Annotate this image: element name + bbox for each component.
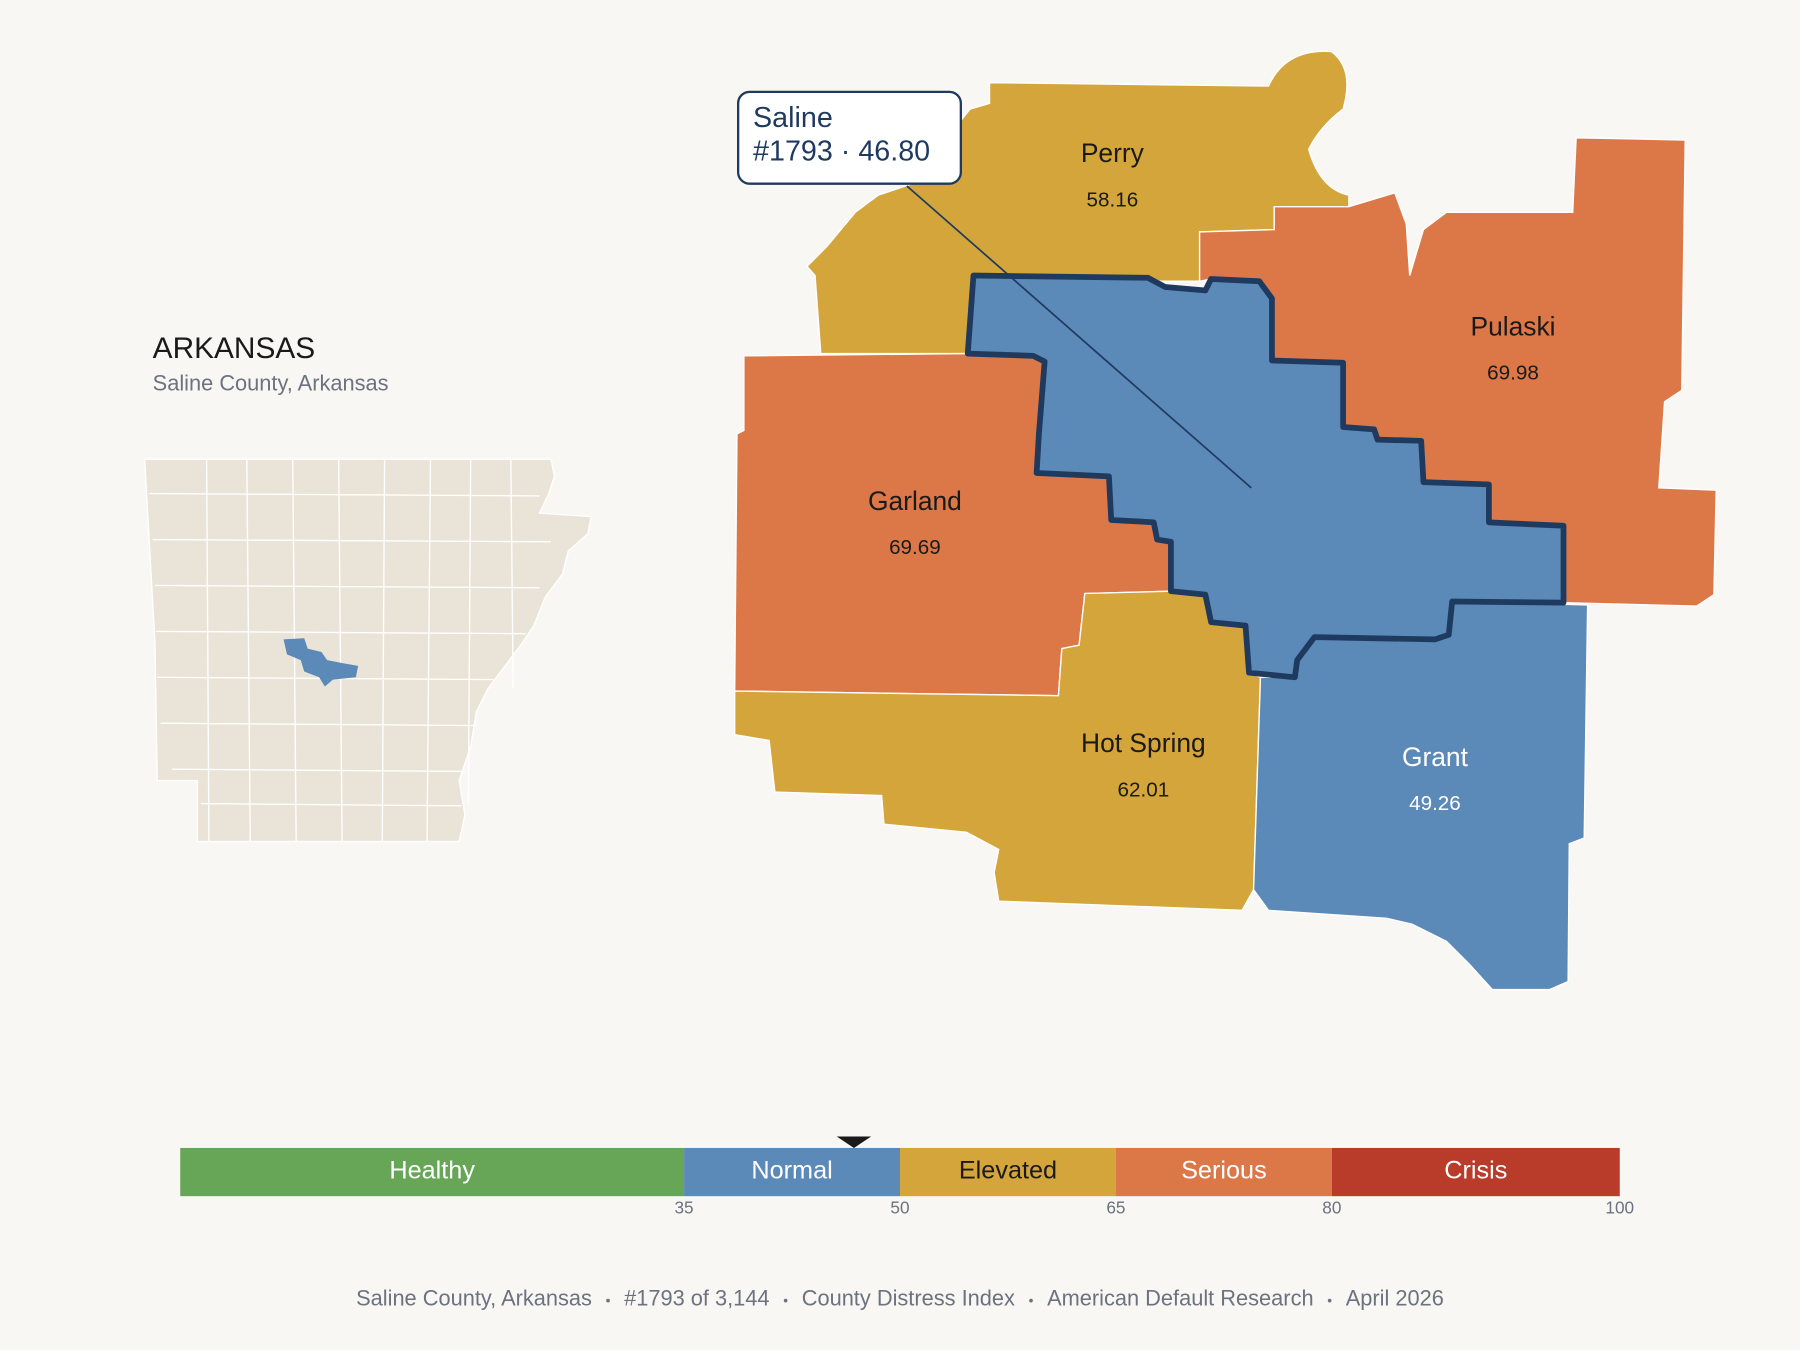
- scale-band-label: Normal: [751, 1157, 832, 1185]
- footer-item: American Default Research: [1047, 1285, 1314, 1310]
- scale-band-label: Serious: [1181, 1157, 1267, 1185]
- county-value: 62.01: [1118, 778, 1170, 801]
- scale-tick-label: 65: [1106, 1197, 1125, 1217]
- selected-county-shape[interactable]: [964, 272, 1567, 681]
- footer-separator: [1029, 1298, 1033, 1303]
- footer-separator: [783, 1298, 788, 1303]
- footer-separator: [606, 1298, 610, 1303]
- inset-subtitle: Saline County, Arkansas: [153, 370, 389, 395]
- score-pointer: [836, 1136, 872, 1148]
- selected-county-inset: [283, 638, 359, 687]
- footer: Saline County, Arkansas #1793 of 3,144 Cou…: [356, 1285, 1444, 1310]
- footer-item: April 2026: [1346, 1285, 1444, 1310]
- county-name: Pulaski: [1470, 311, 1555, 341]
- county-name: Grant: [1402, 742, 1469, 772]
- scale-band: [1115, 1147, 1332, 1197]
- scale-tick-label: 100: [1605, 1197, 1634, 1217]
- scale-tick-label: 80: [1322, 1197, 1341, 1217]
- scale-band-label: Elevated: [959, 1157, 1057, 1185]
- county-value: 49.26: [1409, 792, 1461, 815]
- footer-item: #1793 of 3,144: [624, 1285, 769, 1310]
- scale-legend: Healthy Normal Elevated Serious Crisis 35 50 65…: [180, 1136, 1634, 1217]
- scale-band: [180, 1147, 685, 1197]
- county-name: Hot Spring: [1081, 728, 1206, 758]
- scale-band: [1331, 1147, 1620, 1197]
- callout-box: [736, 90, 962, 185]
- footer-item: Saline County, Arkansas: [356, 1285, 592, 1310]
- county-value: 58.16: [1087, 188, 1139, 211]
- footer-separator: [1327, 1298, 1332, 1303]
- scale-band: [900, 1147, 1116, 1197]
- county-name: Garland: [868, 486, 962, 516]
- footer-item: County Distress Index: [802, 1285, 1015, 1310]
- callout-label: #1793 · 46.80: [753, 135, 930, 167]
- scale-band-label: Crisis: [1444, 1157, 1507, 1185]
- state-inset: [143, 458, 593, 843]
- county-map: Perry 58.16 Pulaski 69.98 Garland 69.69 Hot Sp…: [733, 50, 1717, 991]
- county-name: Perry: [1081, 138, 1145, 168]
- callout-leader: [906, 185, 1252, 489]
- county-value: 69.98: [1487, 362, 1539, 385]
- scale-tick-label: 35: [674, 1197, 693, 1217]
- scale-tick-label: 50: [890, 1197, 909, 1217]
- county-value: 69.69: [889, 536, 941, 559]
- scale-band: [684, 1147, 900, 1197]
- inset-title: ARKANSAS: [153, 332, 315, 365]
- scale-band-label: Healthy: [389, 1157, 475, 1185]
- callout-name: Saline: [753, 102, 833, 134]
- state-shape: [143, 458, 593, 843]
